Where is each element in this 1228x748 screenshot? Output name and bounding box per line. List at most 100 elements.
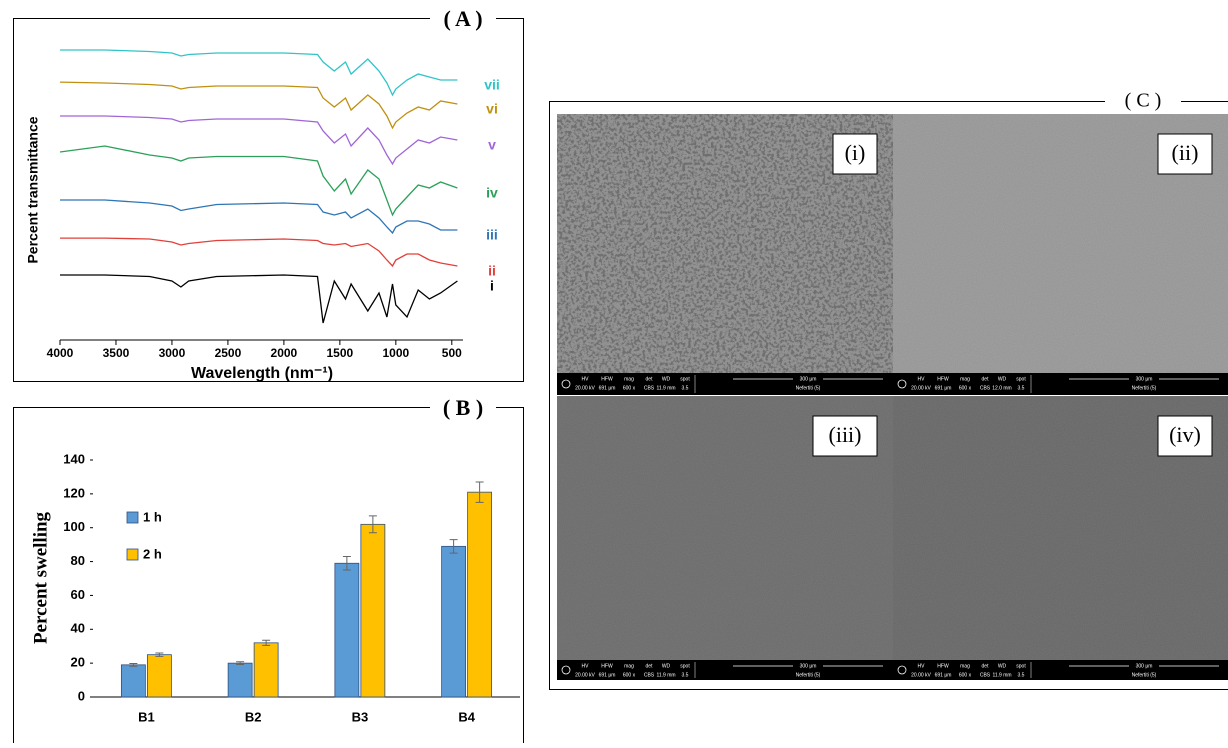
panel-label: ( B ) [443,395,483,420]
y-tick-label: 20 [71,655,85,670]
bar [121,665,145,697]
spectrum-line [60,238,457,266]
info-value: 600 x [623,385,636,391]
y-tick-label: 60 [71,587,85,602]
info-value: 11.9 mm [656,672,675,678]
info-header: spot [680,376,690,382]
x-tick-label: B1 [138,709,155,724]
spectrum-line [60,200,457,233]
info-header: det [982,663,990,669]
series-label: iv [486,185,498,201]
legend-label: 1 h [143,509,162,524]
info-value: CBS [980,672,991,678]
info-header: det [982,376,990,382]
sample-name: Nefertiti (5) [796,385,821,391]
bar [361,524,385,697]
info-value: CBS [644,672,655,678]
info-header: WD [662,376,671,382]
spectrum-line [60,82,457,128]
info-value: CBS [980,385,991,391]
y-axis-title: Percent swelling [30,511,51,644]
y-tick-label: 40 [71,621,85,636]
info-value: 3.5 [1018,672,1025,678]
sample-name: Nefertiti (5) [1132,672,1157,678]
y-tick-label: 100 [63,519,85,534]
series-label: iii [486,227,498,243]
info-value: 20.00 kV [911,672,931,678]
info-header: HV [918,663,926,669]
info-header: HFW [601,663,613,669]
x-tick-label: B4 [458,709,475,724]
info-header: mag [960,376,970,382]
panel-label: ( C ) [1125,90,1162,112]
info-header: HV [582,376,590,382]
info-value: CBS [644,385,655,391]
info-value: 691 μm [599,672,616,678]
scale-text: 300 μm [1136,663,1153,669]
bar [335,563,359,697]
info-header: spot [680,663,690,669]
info-value: 600 x [959,672,972,678]
image-label: (iii) [829,422,862,447]
series-label: ii [488,263,496,279]
info-value: 20.00 kV [911,385,931,391]
info-header: mag [624,663,634,669]
info-value: 3.5 [682,672,689,678]
series-label: v [488,137,496,153]
info-header: WD [662,663,671,669]
series-label: vii [484,77,500,93]
info-header: spot [1016,663,1026,669]
image-label: (i) [845,140,866,165]
sem-images: (i) HV 20.00 kV HFW 691 μm mag 600 x det CBS WD 11… [557,114,1228,680]
spectrum-line [60,275,457,323]
info-value: 12.0 mm [992,385,1011,391]
series-label: vi [486,101,498,117]
info-header: HFW [937,376,949,382]
info-value: 20.00 kV [575,672,595,678]
x-tick-label: 3000 [159,346,186,360]
info-value: 691 μm [935,672,952,678]
info-value: 691 μm [935,385,952,391]
info-header: det [646,376,654,382]
y-axis-title: Percent transmittance [25,116,41,263]
info-value: 11.9 mm [992,672,1011,678]
sample-name: Nefertiti (5) [1132,385,1157,391]
spectrum-line [60,50,457,95]
info-header: HV [918,376,926,382]
legend-label: 2 h [143,546,162,561]
bar [147,655,171,697]
series-label: i [490,278,494,294]
x-tick-label: 4000 [47,346,74,360]
info-header: WD [998,663,1007,669]
info-value: 3.5 [1018,385,1025,391]
info-header: HFW [601,376,613,382]
y-tick-label: 0 [78,688,85,703]
x-tick-label: 2500 [215,346,242,360]
info-header: HV [582,663,590,669]
bar [442,546,466,697]
legend-swatch [127,512,138,523]
info-header: mag [624,376,634,382]
info-value: 3.5 [682,385,689,391]
x-tick-label: 1000 [382,346,409,360]
bar [254,643,278,697]
info-header: HFW [937,663,949,669]
info-value: 600 x [959,385,972,391]
info-value: 600 x [623,672,636,678]
panel-label: ( A ) [443,6,482,31]
info-header: det [646,663,654,669]
y-tick-label: 120 [63,485,85,500]
x-tick-label: 1500 [327,346,354,360]
sample-name: Nefertiti (5) [796,672,821,678]
y-tick-label: 80 [71,553,85,568]
scale-text: 300 μm [800,376,817,382]
x-tick-label: 3500 [103,346,130,360]
x-axis-title: Wavelength (nm⁻¹) [191,365,333,382]
image-label: (iv) [1169,422,1201,447]
image-label: (ii) [1172,140,1199,165]
x-tick-label: B2 [245,709,262,724]
y-tick-label: 140 [63,451,85,466]
info-header: spot [1016,376,1026,382]
info-value: 20.00 kV [575,385,595,391]
